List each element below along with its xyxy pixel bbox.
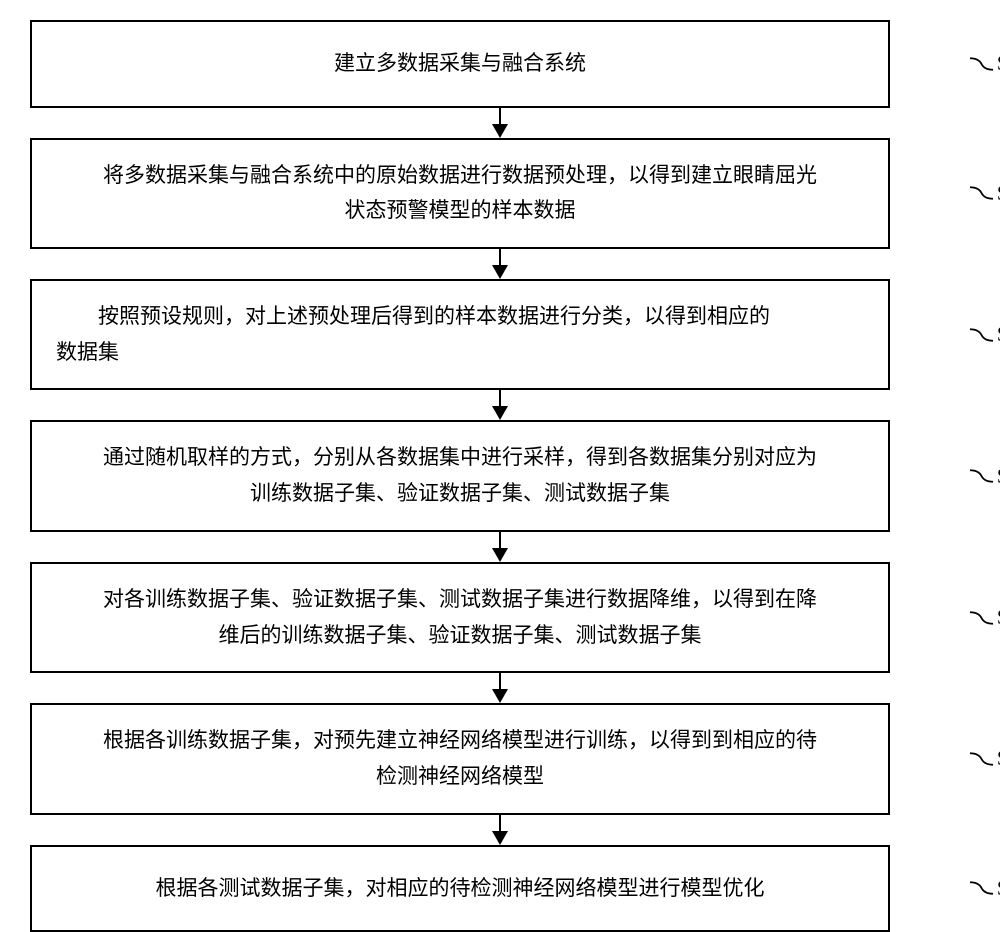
step-box-5: 对各训练数据子集、验证数据子集、测试数据子集进行数据降维，以得到在降 维后的训练… — [30, 562, 890, 673]
arrow-3 — [492, 390, 508, 420]
step-text-4b: 训练数据子集、验证数据子集、测试数据子集 — [56, 476, 864, 512]
label-connector-5: S305 — [970, 603, 1000, 633]
arrow-line-icon — [499, 108, 502, 124]
arrow-line-icon — [499, 673, 502, 689]
arrow-head-icon — [492, 548, 508, 562]
arrow-4 — [492, 532, 508, 562]
step-text-3a: 按照预设规则，对上述预处理后得到的样本数据进行分类，以得到相应的 — [56, 299, 864, 335]
step-text-5a: 对各训练数据子集、验证数据子集、测试数据子集进行数据降维，以得到在降 — [56, 582, 864, 618]
arrow-head-icon — [492, 265, 508, 279]
arrow-head-icon — [492, 831, 508, 845]
step-row-2: 将多数据采集与融合系统中的原始数据进行数据预处理，以得到建立眼睛屈光 状态预警模… — [30, 138, 970, 249]
step-text-2b: 状态预警模型的样本数据 — [56, 193, 864, 229]
label-connector-7: S307 — [970, 873, 1000, 903]
flowchart-container: 建立多数据采集与融合系统 S301 将多数据采集与融合系统中的原始数据进行数据预… — [30, 20, 970, 932]
arrow-line-icon — [499, 532, 502, 548]
arrow-1 — [492, 108, 508, 138]
step-text-3b: 数据集 — [56, 335, 864, 371]
step-box-2: 将多数据采集与融合系统中的原始数据进行数据预处理，以得到建立眼睛屈光 状态预警模… — [30, 138, 890, 249]
arrow-5 — [492, 673, 508, 703]
step-text-1: 建立多数据采集与融合系统 — [56, 46, 864, 82]
label-connector-2: S302 — [970, 178, 1000, 208]
arrow-head-icon — [492, 689, 508, 703]
step-row-6: 根据各训练数据子集，对预先建立神经网络模型进行训练，以得到到相应的待 检测神经网… — [30, 703, 970, 814]
curve-icon — [970, 181, 999, 205]
label-connector-4: S304 — [970, 461, 1000, 491]
step-box-1: 建立多数据采集与融合系统 — [30, 20, 890, 108]
arrow-line-icon — [499, 249, 502, 265]
step-text-6b: 检测神经网络模型 — [56, 759, 864, 795]
step-text-7: 根据各测试数据子集，对相应的待检测神经网络模型进行模型优化 — [56, 871, 864, 907]
curve-icon — [970, 52, 999, 76]
label-connector-6: S306 — [970, 744, 1000, 774]
label-connector-1: S301 — [970, 49, 1000, 79]
arrow-line-icon — [499, 390, 502, 406]
arrow-head-icon — [492, 406, 508, 420]
step-text-2a: 将多数据采集与融合系统中的原始数据进行数据预处理，以得到建立眼睛屈光 — [56, 158, 864, 194]
arrow-6 — [492, 815, 508, 845]
step-box-4: 通过随机取样的方式，分别从各数据集中进行采样，得到各数据集分别对应为 训练数据子… — [30, 420, 890, 531]
arrow-line-icon — [499, 815, 502, 831]
step-text-4a: 通过随机取样的方式，分别从各数据集中进行采样，得到各数据集分别对应为 — [56, 440, 864, 476]
label-connector-3: S303 — [970, 320, 1000, 350]
step-text-6a: 根据各训练数据子集，对预先建立神经网络模型进行训练，以得到到相应的待 — [56, 723, 864, 759]
step-box-3: 按照预设规则，对上述预处理后得到的样本数据进行分类，以得到相应的 数据集 — [30, 279, 890, 390]
curve-icon — [970, 747, 999, 771]
arrow-head-icon — [492, 124, 508, 138]
step-row-7: 根据各测试数据子集，对相应的待检测神经网络模型进行模型优化 S307 — [30, 845, 970, 932]
step-text-5b: 维后的训练数据子集、验证数据子集、测试数据子集 — [56, 618, 864, 654]
step-row-5: 对各训练数据子集、验证数据子集、测试数据子集进行数据降维，以得到在降 维后的训练… — [30, 562, 970, 673]
curve-icon — [970, 606, 999, 630]
curve-icon — [970, 464, 999, 488]
curve-icon — [970, 876, 999, 900]
step-box-6: 根据各训练数据子集，对预先建立神经网络模型进行训练，以得到到相应的待 检测神经网… — [30, 703, 890, 814]
step-box-7: 根据各测试数据子集，对相应的待检测神经网络模型进行模型优化 — [30, 845, 890, 932]
step-row-4: 通过随机取样的方式，分别从各数据集中进行采样，得到各数据集分别对应为 训练数据子… — [30, 420, 970, 531]
step-row-3: 按照预设规则，对上述预处理后得到的样本数据进行分类，以得到相应的 数据集 S30… — [30, 279, 970, 390]
curve-icon — [970, 323, 999, 347]
step-row-1: 建立多数据采集与融合系统 S301 — [30, 20, 970, 108]
arrow-2 — [492, 249, 508, 279]
